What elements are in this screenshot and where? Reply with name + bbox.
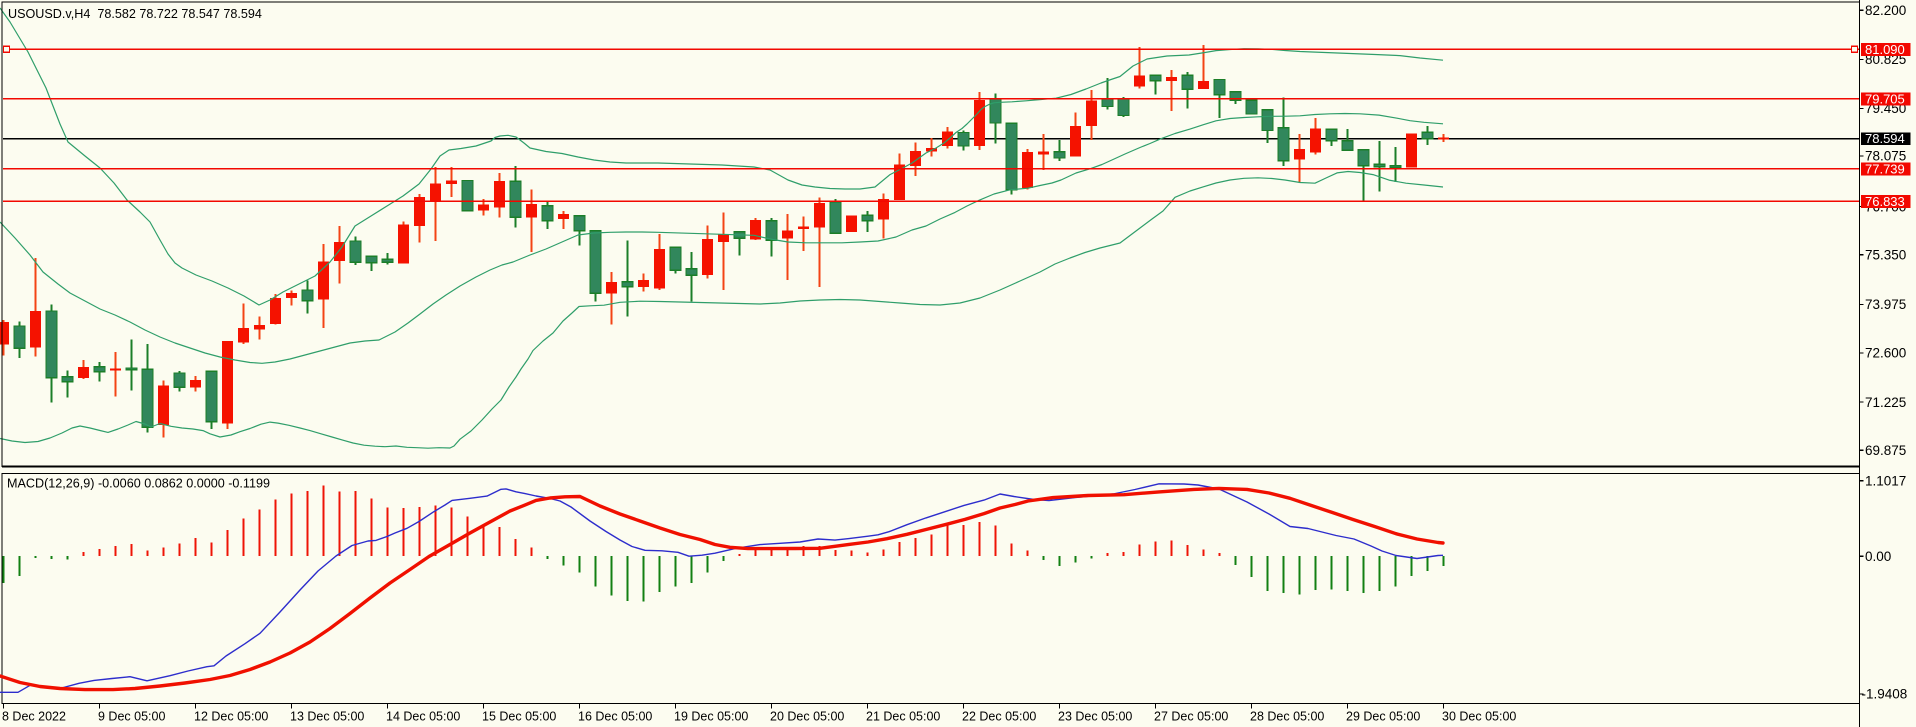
svg-text:69.875: 69.875 — [1865, 443, 1906, 458]
svg-text:29 Dec 05:00: 29 Dec 05:00 — [1346, 710, 1420, 724]
svg-text:78.594: 78.594 — [1865, 131, 1905, 146]
svg-text:16 Dec 05:00: 16 Dec 05:00 — [578, 710, 652, 724]
svg-text:30 Dec 05:00: 30 Dec 05:00 — [1442, 710, 1516, 724]
svg-text:76.833: 76.833 — [1865, 194, 1905, 209]
svg-text:81.090: 81.090 — [1865, 42, 1905, 57]
svg-text:82.200: 82.200 — [1865, 3, 1906, 18]
svg-text:MACD(12,26,9) -0.0060 0.0862 0: MACD(12,26,9) -0.0060 0.0862 0.0000 -0.1… — [7, 477, 270, 491]
svg-text:80.825: 80.825 — [1865, 52, 1906, 67]
svg-text:78.075: 78.075 — [1865, 149, 1906, 164]
svg-text:8 Dec 2022: 8 Dec 2022 — [2, 710, 66, 724]
svg-text:20 Dec 05:00: 20 Dec 05:00 — [770, 710, 844, 724]
svg-text:13 Dec 05:00: 13 Dec 05:00 — [290, 710, 364, 724]
svg-text:79.705: 79.705 — [1865, 91, 1905, 106]
svg-text:22 Dec 05:00: 22 Dec 05:00 — [962, 710, 1036, 724]
svg-text:75.350: 75.350 — [1865, 248, 1906, 263]
svg-text:1.1017: 1.1017 — [1865, 473, 1906, 488]
svg-text:0.00: 0.00 — [1865, 549, 1891, 564]
svg-text:71.225: 71.225 — [1865, 395, 1906, 410]
svg-text:21 Dec 05:00: 21 Dec 05:00 — [866, 710, 940, 724]
svg-text:73.975: 73.975 — [1865, 297, 1906, 312]
svg-text:27 Dec 05:00: 27 Dec 05:00 — [1154, 710, 1228, 724]
svg-text:23 Dec 05:00: 23 Dec 05:00 — [1058, 710, 1132, 724]
svg-text:14 Dec 05:00: 14 Dec 05:00 — [386, 710, 460, 724]
svg-text:USOUSD.v,H4 78.582 78.722 78.: USOUSD.v,H4 78.582 78.722 78.547 78.594 — [8, 7, 262, 21]
svg-text:28 Dec 05:00: 28 Dec 05:00 — [1250, 710, 1324, 724]
svg-text:-1.9408: -1.9408 — [1862, 687, 1908, 702]
svg-text:19 Dec 05:00: 19 Dec 05:00 — [674, 710, 748, 724]
svg-text:77.739: 77.739 — [1865, 161, 1905, 176]
svg-text:9 Dec 05:00: 9 Dec 05:00 — [98, 710, 165, 724]
svg-text:12 Dec 05:00: 12 Dec 05:00 — [194, 710, 268, 724]
svg-text:72.600: 72.600 — [1865, 346, 1906, 361]
svg-text:15 Dec 05:00: 15 Dec 05:00 — [482, 710, 556, 724]
